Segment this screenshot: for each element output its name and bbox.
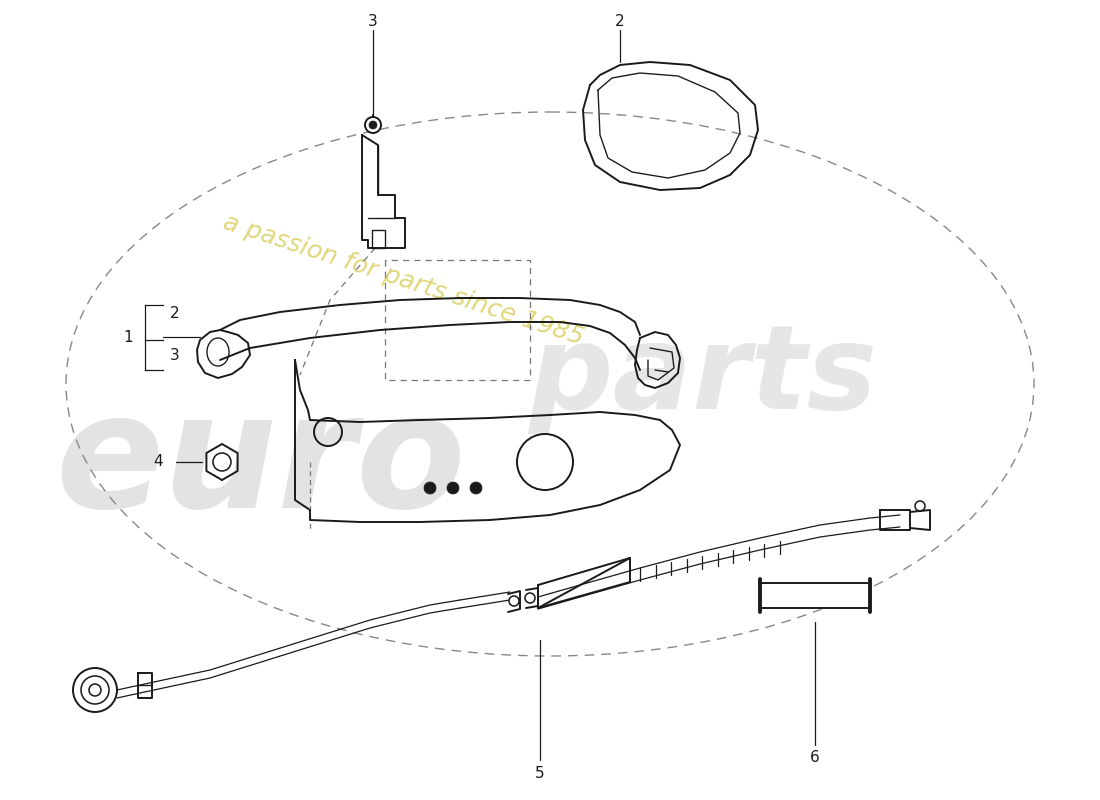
Text: 3: 3 [170,347,180,362]
Text: 5: 5 [536,766,544,781]
Text: euro: euro [55,386,465,542]
Text: 6: 6 [810,750,820,766]
Text: 3: 3 [368,14,378,30]
Ellipse shape [81,676,109,704]
Polygon shape [760,583,870,608]
Circle shape [470,482,482,494]
Circle shape [509,596,519,606]
Text: 2: 2 [615,14,625,30]
Circle shape [447,482,459,494]
Circle shape [368,121,377,129]
Circle shape [365,117,381,133]
Circle shape [424,482,436,494]
Text: 1: 1 [123,330,133,345]
Text: a passion for parts since 1985: a passion for parts since 1985 [220,210,586,350]
Text: parts: parts [528,318,877,434]
Text: 4: 4 [153,454,163,470]
Circle shape [525,593,535,603]
Text: 2: 2 [170,306,179,321]
Ellipse shape [73,668,117,712]
